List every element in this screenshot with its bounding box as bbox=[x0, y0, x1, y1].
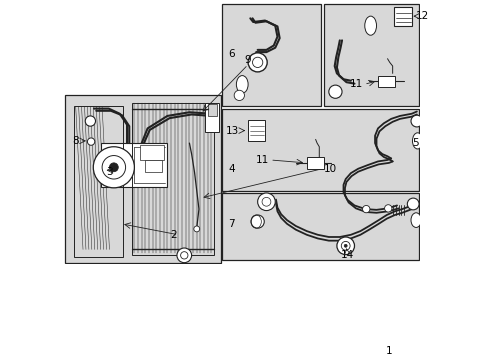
Bar bbox=[74, 107, 123, 257]
Circle shape bbox=[234, 90, 244, 100]
Circle shape bbox=[250, 215, 264, 228]
Circle shape bbox=[362, 206, 369, 213]
Ellipse shape bbox=[411, 133, 422, 149]
Text: 4: 4 bbox=[228, 164, 234, 174]
Circle shape bbox=[180, 252, 187, 259]
Bar bbox=[64, 95, 221, 263]
Bar bbox=[207, 104, 216, 116]
Text: 14: 14 bbox=[340, 249, 353, 260]
Bar bbox=[222, 4, 321, 107]
Circle shape bbox=[384, 205, 391, 212]
Circle shape bbox=[407, 198, 418, 210]
Circle shape bbox=[344, 244, 346, 247]
Circle shape bbox=[252, 57, 262, 68]
Text: 1: 1 bbox=[385, 346, 391, 356]
Text: 12: 12 bbox=[415, 11, 428, 21]
Circle shape bbox=[193, 226, 199, 232]
Ellipse shape bbox=[410, 213, 421, 228]
Text: 11: 11 bbox=[348, 79, 362, 89]
Bar bbox=[377, 76, 394, 86]
Text: 5: 5 bbox=[411, 138, 417, 148]
Ellipse shape bbox=[364, 16, 376, 35]
Bar bbox=[204, 103, 218, 132]
Circle shape bbox=[85, 116, 95, 126]
Circle shape bbox=[102, 156, 125, 179]
Circle shape bbox=[410, 115, 422, 127]
Text: 8: 8 bbox=[72, 136, 79, 146]
Circle shape bbox=[247, 53, 266, 72]
Text: 11: 11 bbox=[255, 155, 268, 165]
Bar bbox=[101, 143, 167, 187]
Text: 10: 10 bbox=[323, 164, 336, 174]
Bar bbox=[145, 160, 162, 172]
Bar bbox=[222, 109, 418, 191]
Bar bbox=[323, 4, 418, 107]
Bar bbox=[222, 193, 418, 261]
Text: 2: 2 bbox=[170, 230, 177, 240]
Circle shape bbox=[177, 248, 191, 263]
Circle shape bbox=[262, 197, 270, 206]
Text: 3: 3 bbox=[106, 167, 113, 177]
Circle shape bbox=[336, 237, 354, 255]
Text: 6: 6 bbox=[228, 49, 234, 59]
Circle shape bbox=[93, 147, 134, 188]
Bar bbox=[306, 157, 323, 169]
Bar bbox=[393, 7, 411, 26]
Circle shape bbox=[328, 85, 341, 98]
Circle shape bbox=[109, 163, 118, 172]
Circle shape bbox=[87, 138, 95, 145]
Circle shape bbox=[257, 193, 275, 211]
Bar bbox=[247, 120, 264, 141]
Bar bbox=[132, 103, 213, 255]
Ellipse shape bbox=[236, 76, 247, 93]
Circle shape bbox=[341, 242, 349, 250]
Bar bbox=[140, 145, 163, 160]
Text: 7: 7 bbox=[228, 219, 234, 229]
Text: 13: 13 bbox=[225, 126, 239, 136]
Text: 9: 9 bbox=[244, 55, 251, 65]
